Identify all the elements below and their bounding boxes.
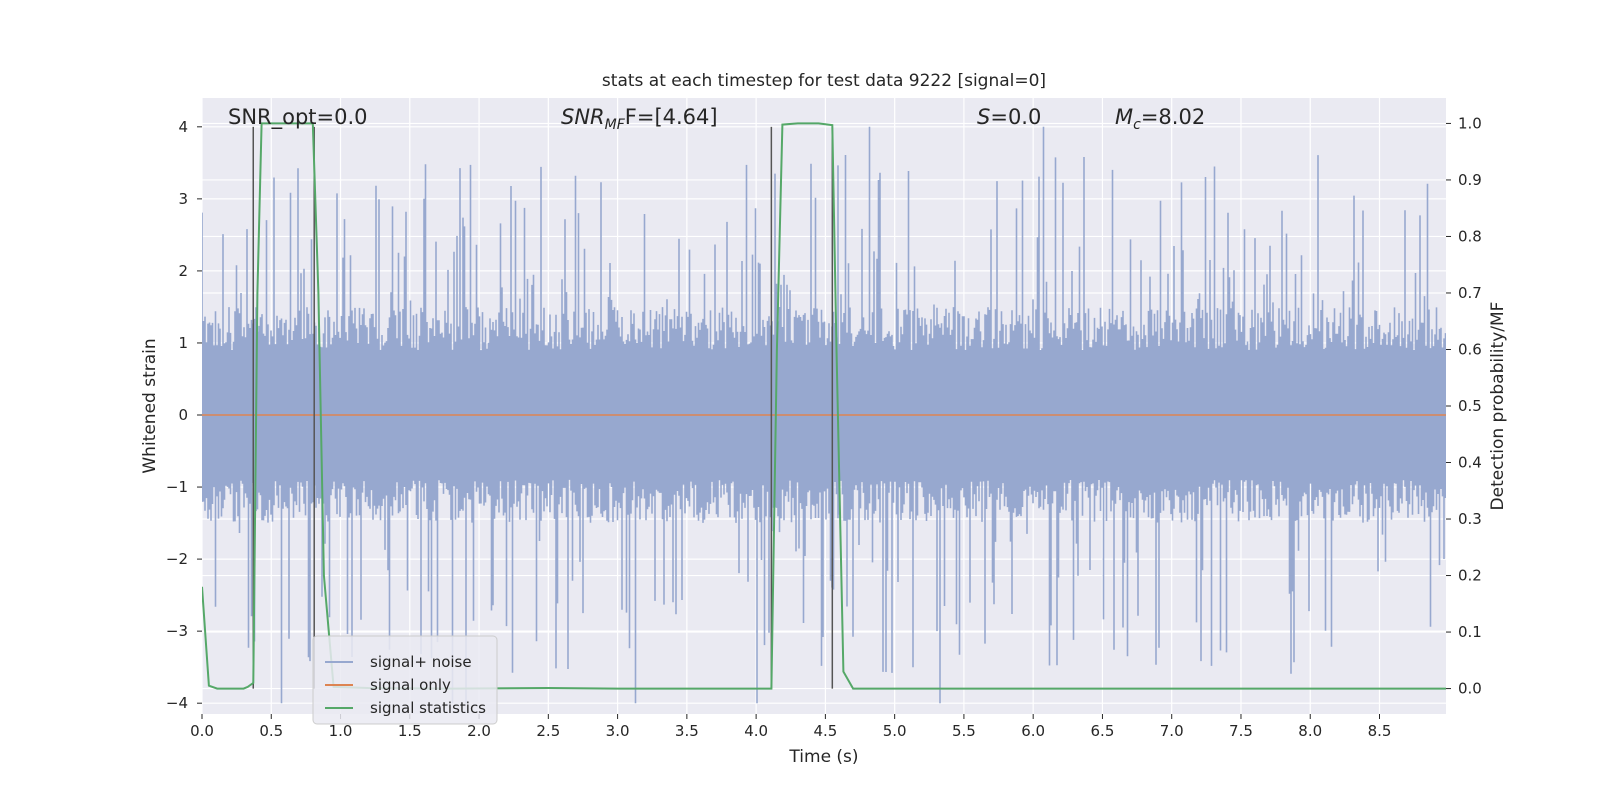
x-tick-label: 7.0 [1160,722,1184,740]
x-tick-label: 5.5 [952,722,976,740]
annotation-s: S=0.0 [977,105,1041,129]
y-tick-label: 2 [178,262,188,280]
y-tick-label: 0 [178,406,188,424]
annotations: SNR_opt=0.0 SNRMFF=[4.64] S=0.0 Mc=8.02 [228,105,1205,133]
annotation-snr-mf: SNRMFF=[4.64] [561,105,718,133]
annotation-mc-var: M [1115,105,1133,129]
y2-tick-label: 0.0 [1458,680,1482,698]
x-tick-label: 3.5 [675,722,699,740]
y-tick-label: 4 [178,118,188,136]
annotation-mc-sub: c [1133,117,1141,133]
series-signal-noise-line [202,126,1446,704]
legend-label-signal-noise: signal+ noise [370,653,472,671]
lines-layer [202,122,1446,690]
annotation-mc: Mc=8.02 [1115,105,1205,133]
x-tick-label: 3.0 [606,722,630,740]
y2-tick-label: 0.7 [1458,284,1482,302]
chart-title: stats at each timestep for test data 922… [602,71,1046,91]
y-tick-label: 1 [178,334,188,352]
x-tick-label: 8.5 [1368,722,1392,740]
x-tick-label: 8.0 [1298,722,1322,740]
y2-tick-label: 0.6 [1458,340,1482,358]
annotation-snr-mf-value: F=[4.64] [625,105,718,129]
annotation-snr-mf-sub: MF [605,117,626,133]
series-signal-statistics-line [202,122,1446,690]
y2-tick-label: 0.1 [1458,623,1482,641]
x-tick-label: 7.5 [1229,722,1253,740]
x-tick-label: 2.5 [536,722,560,740]
x-tick-label: 6.5 [1091,722,1115,740]
y-tick-label: −2 [166,550,188,568]
legend: signal+ noise signal only signal statist… [312,635,498,725]
x-tick-label: 0.0 [190,722,214,740]
signal-noise-series [202,126,1446,704]
y-tick-label: −3 [166,622,188,640]
legend-box [312,635,498,725]
annotation-s-value: =0.0 [990,105,1041,129]
annotation-mc-value: =8.02 [1141,105,1205,129]
annotation-s-var: S [977,105,990,129]
legend-label-signal-statistics: signal statistics [370,699,486,717]
y-tick-label: −1 [166,478,188,496]
y2-tick-label: 0.2 [1458,567,1482,585]
y2-tick-label: 0.5 [1458,397,1482,415]
annotation-snr-opt: SNR_opt=0.0 [228,105,368,130]
y-axis-label: Whitened strain [140,338,160,473]
y2-tick-label: 0.3 [1458,510,1482,528]
y2-tick-label: 0.9 [1458,171,1482,189]
x-tick-label: 6.0 [1021,722,1045,740]
ticks: 0.0 0.5 1.0 1.5 2.0 2.5 3.0 3.5 4.0 4.5 5.0 5.5 6.0 6… [166,114,1482,740]
x-tick-label: 4.5 [813,722,837,740]
x-tick-label: 5.0 [883,722,907,740]
x-tick-label: 1.0 [329,722,353,740]
x-tick-label: 4.0 [744,722,768,740]
x-tick-label: 1.5 [398,722,422,740]
y-tick-label: 3 [178,190,188,208]
x-tick-label: 0.5 [259,722,283,740]
x-axis-label: Time (s) [788,747,858,767]
y2-tick-label: 0.8 [1458,227,1482,245]
annotation-snr-mf-main: SNR [561,105,605,129]
x-tick-label: 2.0 [467,722,491,740]
y2-axis-label: Detection probability/MF [1488,302,1508,511]
y2-tick-label: 1.0 [1458,114,1482,132]
y2-tick-label: 0.4 [1458,454,1482,472]
y-tick-label: −4 [166,694,188,712]
legend-label-signal-only: signal only [370,676,451,694]
